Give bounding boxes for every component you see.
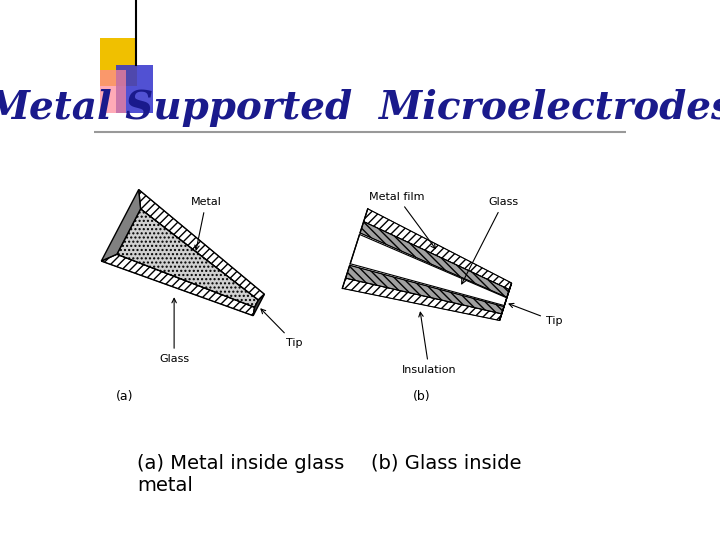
Text: Insulation: Insulation bbox=[402, 312, 456, 375]
Text: (b): (b) bbox=[413, 389, 431, 403]
Text: (b) Glass inside: (b) Glass inside bbox=[371, 454, 521, 472]
Text: Metal Supported  Microelectrodes: Metal Supported Microelectrodes bbox=[0, 89, 720, 127]
Text: (a): (a) bbox=[116, 389, 133, 403]
Polygon shape bbox=[342, 278, 502, 320]
Polygon shape bbox=[346, 265, 504, 314]
Text: (a) Metal inside glass
metal: (a) Metal inside glass metal bbox=[137, 454, 344, 495]
Bar bbox=[100, 70, 126, 113]
Polygon shape bbox=[500, 283, 512, 320]
Text: Glass: Glass bbox=[159, 299, 189, 364]
Polygon shape bbox=[364, 209, 512, 289]
Text: Glass: Glass bbox=[462, 197, 518, 284]
Text: Tip: Tip bbox=[261, 309, 302, 348]
Polygon shape bbox=[102, 254, 255, 316]
Polygon shape bbox=[350, 234, 507, 306]
Polygon shape bbox=[360, 221, 510, 298]
Polygon shape bbox=[102, 190, 140, 261]
Text: Metal: Metal bbox=[191, 197, 222, 250]
Bar bbox=[116, 65, 153, 113]
Text: Tip: Tip bbox=[509, 303, 562, 326]
Text: Metal film: Metal film bbox=[369, 192, 436, 248]
Bar bbox=[100, 38, 137, 86]
Polygon shape bbox=[117, 209, 258, 307]
Polygon shape bbox=[139, 190, 264, 300]
Polygon shape bbox=[253, 294, 264, 316]
